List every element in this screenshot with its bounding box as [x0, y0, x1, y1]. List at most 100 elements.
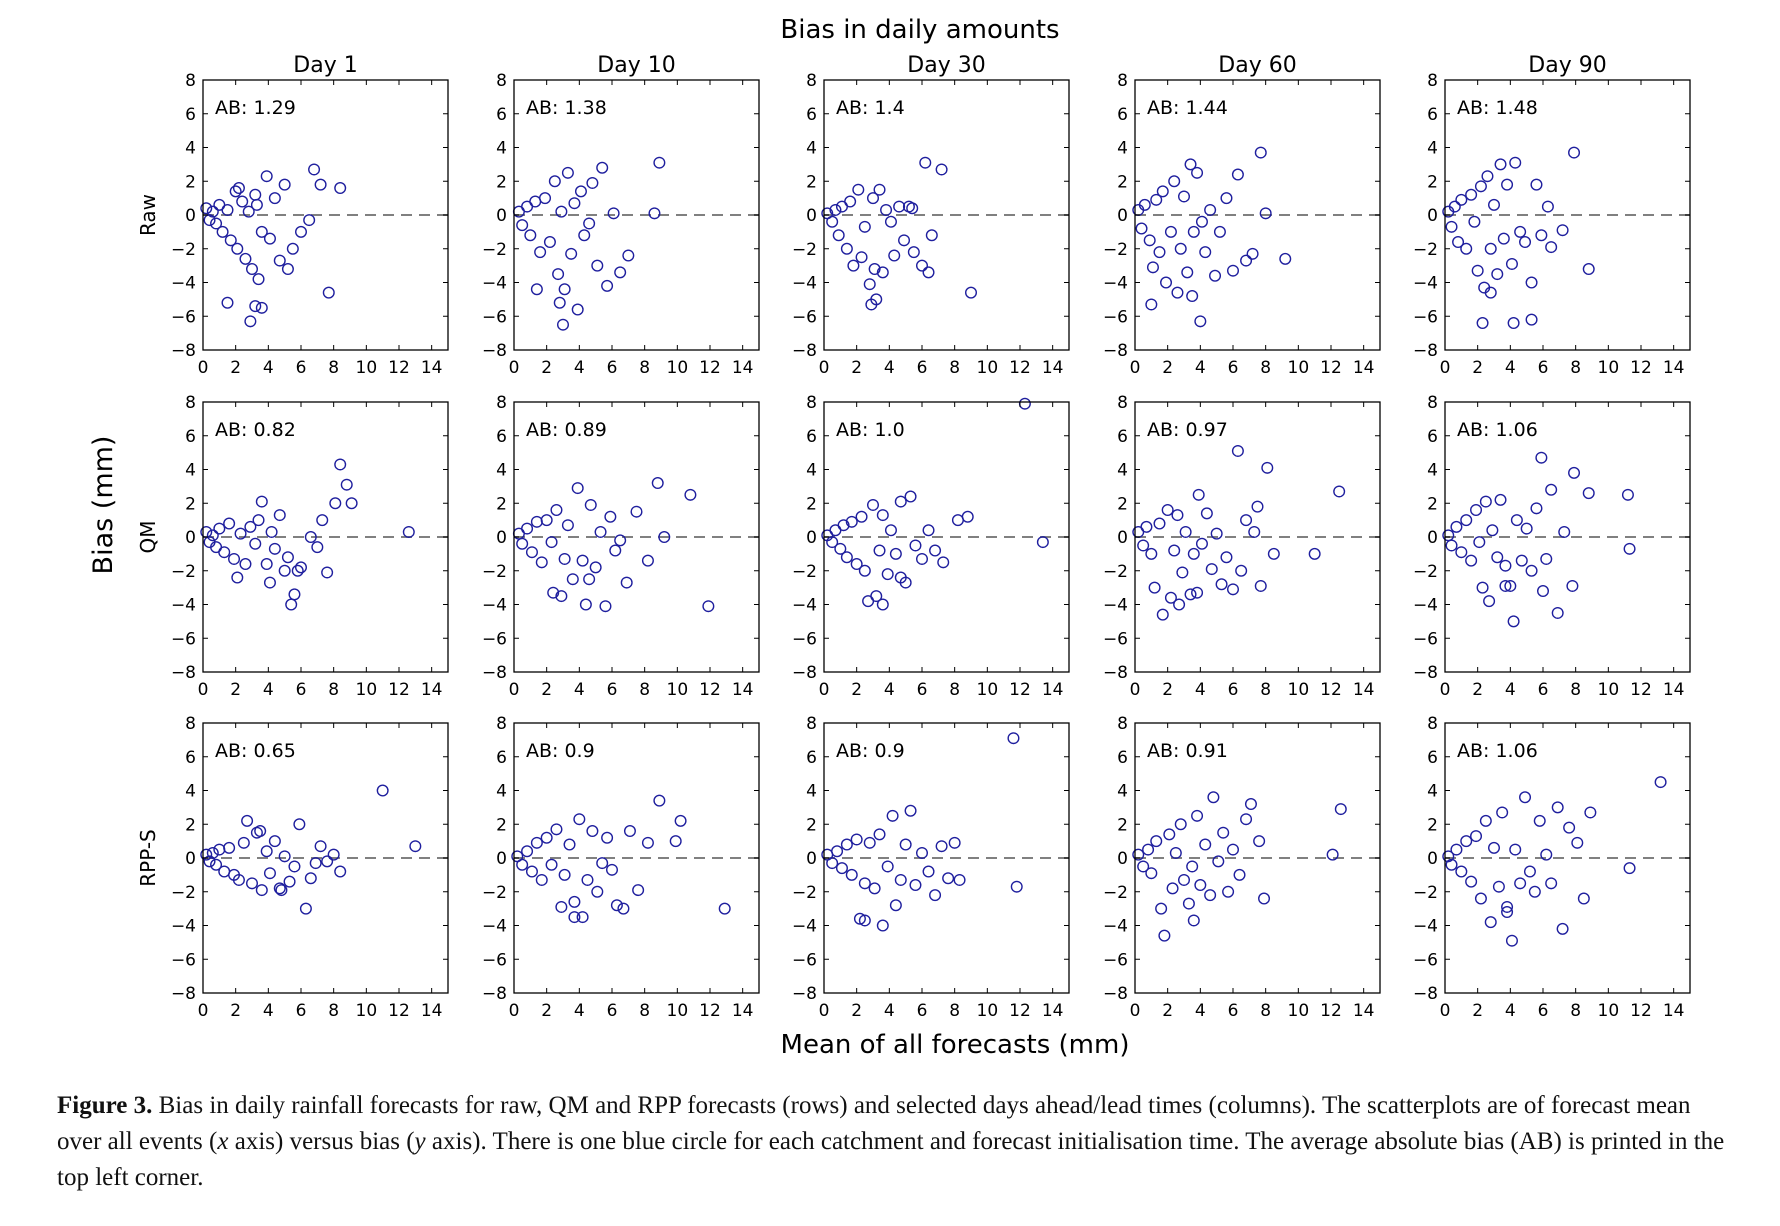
- data-point: [594, 525, 607, 538]
- data-point: [1137, 860, 1150, 873]
- data-point: [1551, 606, 1564, 619]
- data-point: [1465, 554, 1478, 567]
- data-point: [1568, 146, 1581, 159]
- caption-text-1: Bias in daily rainfall forecasts for raw…: [57, 1092, 1691, 1155]
- data-point: [516, 858, 529, 871]
- x-tick-label: 12: [388, 1001, 410, 1021]
- data-point: [263, 232, 276, 245]
- data-point: [620, 576, 633, 589]
- y-tick-label: −2: [171, 883, 196, 903]
- data-point: [834, 542, 847, 555]
- x-tick-label: 0: [509, 1001, 520, 1021]
- data-point: [236, 195, 249, 208]
- x-tick-label: 14: [732, 680, 754, 700]
- data-point: [1143, 234, 1156, 247]
- data-point: [935, 163, 948, 176]
- data-point: [1479, 814, 1492, 827]
- data-point: [829, 203, 842, 216]
- data-point: [858, 220, 871, 233]
- data-point: [867, 498, 880, 511]
- data-point: [281, 263, 294, 276]
- data-point: [1523, 865, 1536, 878]
- y-tick-label: −8: [792, 984, 817, 1004]
- x-tick-label: 6: [607, 358, 618, 378]
- data-point: [1465, 875, 1478, 888]
- caption-text-2: axis) versus bias (: [228, 1128, 415, 1155]
- x-tick-label: 4: [884, 680, 895, 700]
- data-point: [641, 836, 654, 849]
- data-point: [1450, 520, 1463, 533]
- data-point: [321, 566, 334, 579]
- data-point: [249, 537, 262, 550]
- data-point: [314, 840, 327, 853]
- y-tick-label: 8: [1427, 393, 1438, 413]
- y-tick-label: 0: [806, 206, 817, 226]
- y-tick-label: −2: [171, 240, 196, 260]
- data-point: [1150, 835, 1163, 848]
- x-tick-label: 2: [541, 680, 552, 700]
- y-tick-label: −4: [171, 596, 196, 616]
- data-point: [1487, 198, 1500, 211]
- data-point: [581, 873, 594, 886]
- y-tick-label: 2: [1427, 815, 1438, 835]
- data-point: [1333, 485, 1346, 498]
- data-point: [345, 497, 358, 510]
- data-point: [232, 873, 245, 886]
- data-point: [1186, 860, 1199, 873]
- scatter-panel-qm-day-30: 0 2 4 6 8 10 12 14 −8 −6 −4 −2 0 2 4 6 8 AB: 1.0: [792, 393, 1070, 700]
- data-point: [1156, 608, 1169, 621]
- data-point: [1445, 858, 1458, 871]
- y-tick-label: 6: [185, 105, 196, 125]
- x-tick-label: 12: [1630, 680, 1652, 700]
- data-point: [1150, 193, 1163, 206]
- x-tick-label: 6: [1228, 1001, 1239, 1021]
- data-point: [1191, 166, 1204, 179]
- y-tick-label: −8: [1413, 984, 1438, 1004]
- data-point: [858, 914, 871, 927]
- data-point: [855, 510, 868, 523]
- x-tick-label: 14: [1663, 1001, 1685, 1021]
- data-point: [1623, 862, 1636, 875]
- y-tick-label: 6: [806, 427, 817, 447]
- data-point: [206, 205, 219, 218]
- data-point: [539, 192, 552, 205]
- x-tick-label: 2: [1162, 1001, 1173, 1021]
- x-tick-label: 6: [1228, 358, 1239, 378]
- data-point: [1231, 444, 1244, 457]
- x-tick-label: 0: [198, 1001, 209, 1021]
- data-point: [273, 509, 286, 522]
- data-point: [1496, 806, 1509, 819]
- data-point: [566, 573, 579, 586]
- data-point: [221, 296, 234, 309]
- data-point: [1240, 813, 1253, 826]
- data-point: [555, 205, 568, 218]
- y-tick-label: −8: [482, 984, 507, 1004]
- data-point: [1481, 170, 1494, 183]
- data-point: [242, 205, 255, 218]
- x-tick-label: 10: [667, 680, 689, 700]
- y-tick-label: 8: [185, 714, 196, 734]
- data-point: [907, 246, 920, 259]
- data-point: [1476, 317, 1489, 330]
- data-point: [606, 863, 619, 876]
- y-tick-label: 2: [1117, 815, 1128, 835]
- x-tick-label: 0: [198, 680, 209, 700]
- data-point: [870, 590, 883, 603]
- data-point: [576, 554, 589, 567]
- x-tick-label: 8: [1260, 1001, 1271, 1021]
- data-point: [239, 252, 252, 265]
- y-tick-label: 6: [496, 748, 507, 768]
- y-tick-label: 0: [496, 206, 507, 226]
- y-tick-label: −8: [1413, 663, 1438, 683]
- y-tick-label: 8: [1117, 393, 1128, 413]
- data-point: [288, 860, 301, 873]
- data-point: [1220, 192, 1233, 205]
- data-point: [1535, 229, 1548, 242]
- ab-annotation: AB: 1.4: [836, 97, 905, 119]
- data-point: [1231, 168, 1244, 181]
- y-tick-label: −8: [792, 341, 817, 361]
- data-point: [249, 188, 262, 201]
- data-point: [1501, 906, 1514, 919]
- figure-xlabel: Mean of all forecasts (mm): [781, 1030, 1130, 1060]
- y-tick-label: 4: [185, 461, 196, 481]
